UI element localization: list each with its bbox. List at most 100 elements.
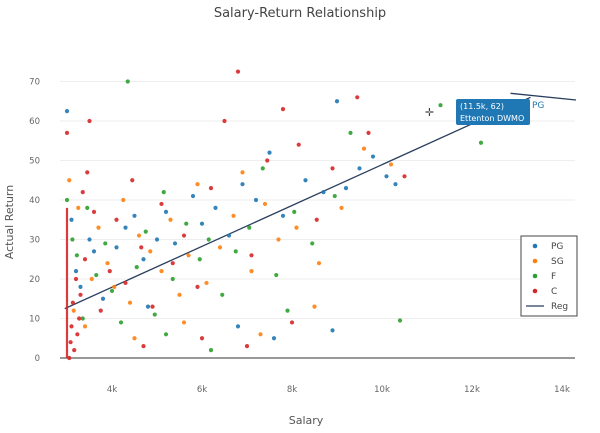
data-point-f[interactable]	[247, 225, 252, 230]
data-point-f[interactable]	[152, 312, 157, 317]
data-point-pg[interactable]	[87, 237, 92, 242]
data-point-c[interactable]	[181, 233, 187, 238]
data-point-c[interactable]	[77, 316, 82, 321]
data-point-c[interactable]	[114, 217, 119, 222]
data-point-f[interactable]	[220, 292, 225, 297]
data-point-pg[interactable]	[357, 166, 362, 171]
data-point-pg[interactable]	[226, 233, 232, 238]
data-point-pg[interactable]	[240, 182, 245, 187]
data-point-c[interactable]	[80, 190, 85, 195]
data-point-f[interactable]	[438, 103, 443, 108]
data-point-sg[interactable]	[388, 162, 394, 167]
data-point-f[interactable]	[292, 209, 297, 214]
legend-item-pg[interactable]: PG	[532, 242, 564, 252]
data-point-sg[interactable]	[136, 233, 142, 238]
data-point-sg[interactable]	[240, 170, 245, 175]
data-point-pg[interactable]	[267, 150, 272, 155]
data-point-pg[interactable]	[78, 284, 83, 289]
data-point-f[interactable]	[161, 190, 166, 195]
data-point-pg[interactable]	[213, 205, 218, 210]
data-point-pg[interactable]	[123, 225, 128, 230]
data-point-sg[interactable]	[258, 332, 263, 337]
data-point-sg[interactable]	[112, 284, 117, 289]
data-point-sg[interactable]	[316, 261, 322, 266]
data-point-sg[interactable]	[67, 178, 72, 183]
data-point-f[interactable]	[143, 229, 148, 234]
data-point-c[interactable]	[150, 304, 155, 309]
data-point-c[interactable]	[67, 355, 72, 361]
data-point-c[interactable]	[402, 174, 407, 179]
data-point-sg[interactable]	[168, 217, 173, 222]
data-point-pg[interactable]	[393, 182, 398, 187]
data-point-sg[interactable]	[96, 225, 101, 230]
data-point-sg[interactable]	[159, 269, 164, 274]
data-point-pg[interactable]	[321, 190, 326, 195]
data-point-pg[interactable]	[330, 328, 335, 333]
data-point-sg[interactable]	[249, 269, 254, 274]
data-point-f[interactable]	[74, 253, 79, 258]
data-point-pg[interactable]	[73, 269, 79, 274]
data-point-sg[interactable]	[71, 308, 76, 313]
data-point-c[interactable]	[64, 130, 70, 135]
data-point-c[interactable]	[265, 158, 270, 163]
data-point-c[interactable]	[235, 69, 241, 74]
data-point-f[interactable]	[80, 316, 85, 321]
legend[interactable]: PG SG FC Reg	[520, 235, 578, 317]
data-point-c[interactable]	[107, 269, 112, 274]
data-point-f[interactable]	[397, 318, 403, 323]
data-point-f[interactable]	[233, 249, 238, 254]
data-point-f[interactable]	[85, 205, 90, 210]
data-point-pg[interactable]	[69, 217, 74, 222]
data-point-c[interactable]	[289, 320, 295, 325]
data-point-f[interactable]	[332, 193, 337, 199]
data-point-c[interactable]	[69, 324, 74, 329]
data-point-sg[interactable]	[294, 225, 299, 230]
data-point-f[interactable]	[208, 348, 214, 353]
data-point-c[interactable]	[170, 261, 175, 266]
data-point-f[interactable]	[260, 166, 265, 171]
data-point-pg[interactable]	[343, 186, 349, 191]
data-point-c[interactable]	[249, 253, 254, 258]
data-point-c[interactable]	[85, 170, 90, 175]
data-point-sg[interactable]	[186, 253, 191, 258]
data-point-c[interactable]	[87, 118, 92, 124]
data-point-f[interactable]	[134, 265, 139, 270]
legend-item-f[interactable]: F	[532, 272, 556, 282]
data-point-f[interactable]	[274, 272, 279, 278]
data-point-sg[interactable]	[312, 304, 317, 309]
data-point-c[interactable]	[222, 118, 227, 124]
data-point-f[interactable]	[118, 320, 124, 325]
data-point-sg[interactable]	[231, 213, 236, 218]
data-point-f[interactable]	[109, 288, 115, 293]
data-point-pg[interactable]	[235, 324, 241, 329]
data-point-sg[interactable]	[132, 336, 137, 341]
data-point-pg[interactable]	[132, 213, 137, 218]
data-point-f[interactable]	[163, 332, 169, 337]
data-point-c[interactable]	[330, 166, 335, 171]
data-point-f[interactable]	[285, 308, 290, 313]
data-point-f[interactable]	[94, 272, 99, 278]
data-point-pg[interactable]	[154, 237, 160, 242]
data-point-c[interactable]	[78, 292, 83, 297]
scatter-points[interactable]	[64, 69, 484, 361]
data-point-c[interactable]	[355, 95, 360, 100]
data-point-c[interactable]	[72, 348, 77, 353]
data-point-pg[interactable]	[271, 336, 277, 341]
data-point-c[interactable]	[195, 284, 200, 289]
data-point-f[interactable]	[478, 140, 484, 145]
data-point-pg[interactable]	[100, 296, 106, 301]
data-point-pg[interactable]	[253, 197, 259, 203]
data-point-pg[interactable]	[163, 209, 169, 214]
data-point-sg[interactable]	[121, 197, 126, 203]
data-point-c[interactable]	[98, 308, 103, 313]
data-point-sg[interactable]	[148, 249, 153, 254]
data-point-c[interactable]	[123, 280, 128, 286]
data-point-sg[interactable]	[276, 237, 281, 242]
data-point-c[interactable]	[75, 332, 80, 337]
data-point-c[interactable]	[73, 276, 79, 282]
data-point-pg[interactable]	[334, 99, 340, 104]
data-point-f[interactable]	[70, 237, 75, 242]
legend-item-c[interactable]: C	[532, 287, 558, 297]
data-point-sg[interactable]	[177, 292, 182, 297]
data-point-c[interactable]	[82, 257, 88, 262]
